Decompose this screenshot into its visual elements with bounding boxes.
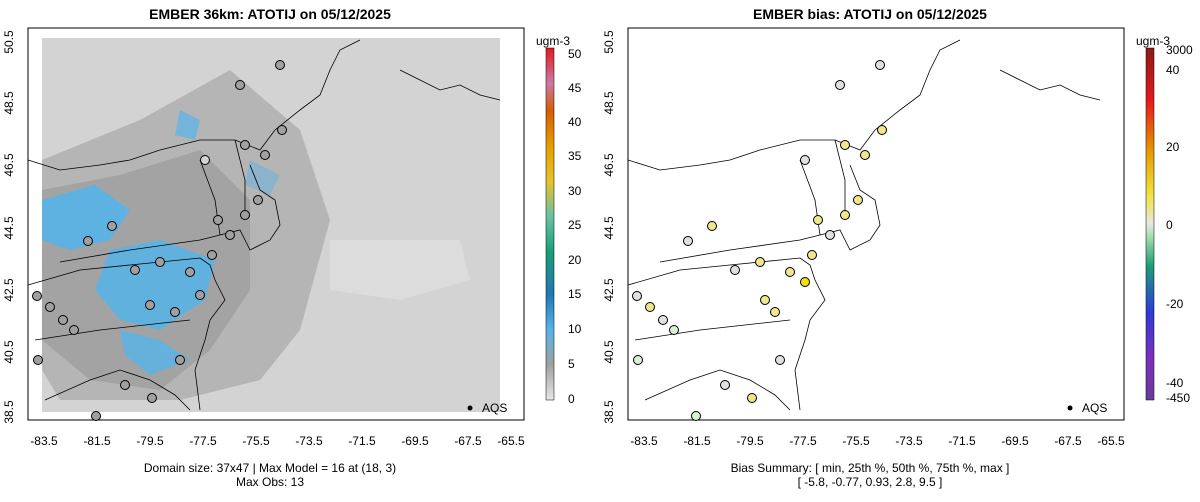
right-caption-line2: [ -5.8, -0.77, 0.93, 2.8, 9.5 ] xyxy=(797,475,943,489)
x-tick: -79.5 xyxy=(736,434,764,448)
y-tick: 48.5 xyxy=(602,91,616,115)
left-caption-line1: Domain size: 37x47 | Max Model = 16 at (… xyxy=(143,461,397,475)
y-tick: 40.5 xyxy=(602,340,616,364)
right-colorbar-ticks: 3000 40 20 0 -20 -40 -450 xyxy=(1166,43,1193,405)
right-aqs-marker xyxy=(1067,405,1073,411)
x-tick: -73.5 xyxy=(895,434,923,448)
left-boundaries xyxy=(27,39,501,411)
y-tick: 42.5 xyxy=(602,278,616,302)
cbar-tick: 0 xyxy=(568,392,575,406)
cbar-tick: 3000 xyxy=(1166,43,1193,57)
x-tick: -67.5 xyxy=(454,434,482,448)
y-tick: 38.5 xyxy=(602,400,616,424)
left-aqs-marker xyxy=(467,405,473,411)
y-tick: 44.5 xyxy=(602,216,616,240)
x-tick: -75.5 xyxy=(842,434,870,448)
left-colorbar-unit: ugm-3 xyxy=(536,34,571,48)
right-colorbar-unit: ugm-3 xyxy=(1136,34,1171,48)
cbar-tick: -40 xyxy=(1166,376,1184,390)
right-colorbar xyxy=(1145,47,1155,401)
y-tick: 42.5 xyxy=(2,278,16,302)
x-tick: -73.5 xyxy=(295,434,323,448)
y-tick: 38.5 xyxy=(2,400,16,424)
x-tick: -69.5 xyxy=(1001,434,1029,448)
cbar-tick: 25 xyxy=(568,218,582,232)
x-tick: -69.5 xyxy=(401,434,429,448)
cbar-tick: 40 xyxy=(1166,63,1180,77)
left-map-panel: EMBER 36km: ATOTIJ on 05/12/2025 xyxy=(2,6,582,489)
cbar-tick: -20 xyxy=(1166,297,1184,311)
cbar-tick: 20 xyxy=(1166,140,1180,154)
left-model-field xyxy=(42,38,500,412)
y-tick: 44.5 xyxy=(2,216,16,240)
y-tick: 46.5 xyxy=(602,153,616,177)
right-caption-line1: Bias Summary: [ min, 25th %, 50th %, 75t… xyxy=(730,461,1010,475)
x-tick: -67.5 xyxy=(1054,434,1082,448)
left-y-axis: 50.5 48.5 46.5 44.5 42.5 40.5 38.5 xyxy=(2,30,16,424)
left-colorbar xyxy=(545,47,555,401)
cbar-tick: 40 xyxy=(568,115,582,129)
y-tick: 46.5 xyxy=(2,153,16,177)
cbar-tick: 50 xyxy=(568,47,582,61)
x-tick: -75.5 xyxy=(242,434,270,448)
y-tick: 48.5 xyxy=(2,91,16,115)
left-aqs-label: AQS xyxy=(482,401,507,415)
x-tick: -65.5 xyxy=(1097,434,1125,448)
x-tick: -83.5 xyxy=(30,434,58,448)
x-tick: -79.5 xyxy=(136,434,164,448)
y-tick: 50.5 xyxy=(2,30,16,54)
x-tick: -81.5 xyxy=(683,434,711,448)
right-y-axis: 50.5 48.5 46.5 44.5 42.5 40.5 38.5 xyxy=(602,30,616,424)
x-tick: -71.5 xyxy=(948,434,976,448)
left-obs-dots xyxy=(32,60,287,421)
x-tick: -77.5 xyxy=(789,434,817,448)
right-map-canvas: AQS -83.5 -81.5 -79.5 -77.5 -75.5 -73.5 … xyxy=(602,27,1193,448)
right-obs-dots xyxy=(632,60,887,421)
cbar-tick: 10 xyxy=(568,322,582,336)
cbar-tick: -450 xyxy=(1166,391,1190,405)
cbar-tick: 30 xyxy=(568,184,582,198)
cbar-tick: 20 xyxy=(568,253,582,267)
x-tick: -83.5 xyxy=(630,434,658,448)
right-x-axis: -83.5 -81.5 -79.5 -77.5 -75.5 -73.5 -71.… xyxy=(630,434,1125,448)
cbar-tick: 35 xyxy=(568,149,582,163)
left-map-canvas: AQS -83.5 -81.5 -79.5 -77.5 -75.5 -73.5 … xyxy=(2,27,582,448)
cbar-tick: 5 xyxy=(568,357,575,371)
x-tick: -71.5 xyxy=(348,434,376,448)
y-tick: 50.5 xyxy=(602,30,616,54)
cbar-tick: 45 xyxy=(568,81,582,95)
cbar-tick: 15 xyxy=(568,287,582,301)
x-tick: -77.5 xyxy=(189,434,217,448)
right-aqs-label: AQS xyxy=(1082,401,1107,415)
y-tick: 40.5 xyxy=(2,340,16,364)
left-x-axis: -83.5 -81.5 -79.5 -77.5 -75.5 -73.5 -71.… xyxy=(30,434,525,448)
left-colorbar-ticks: 50 45 40 35 30 25 20 15 10 5 0 xyxy=(568,47,582,406)
left-map-title: EMBER 36km: ATOTIJ on 05/12/2025 xyxy=(149,6,391,22)
right-map-panel: EMBER bias: ATOTIJ on 05/12/2025 xyxy=(600,0,1200,502)
right-map-title: EMBER bias: ATOTIJ on 05/12/2025 xyxy=(753,6,987,22)
left-caption-line2: Max Obs: 13 xyxy=(235,475,305,489)
x-tick: -65.5 xyxy=(497,434,525,448)
right-plot-frame xyxy=(627,27,1125,421)
cbar-tick: 0 xyxy=(1166,218,1173,232)
x-tick: -81.5 xyxy=(83,434,111,448)
